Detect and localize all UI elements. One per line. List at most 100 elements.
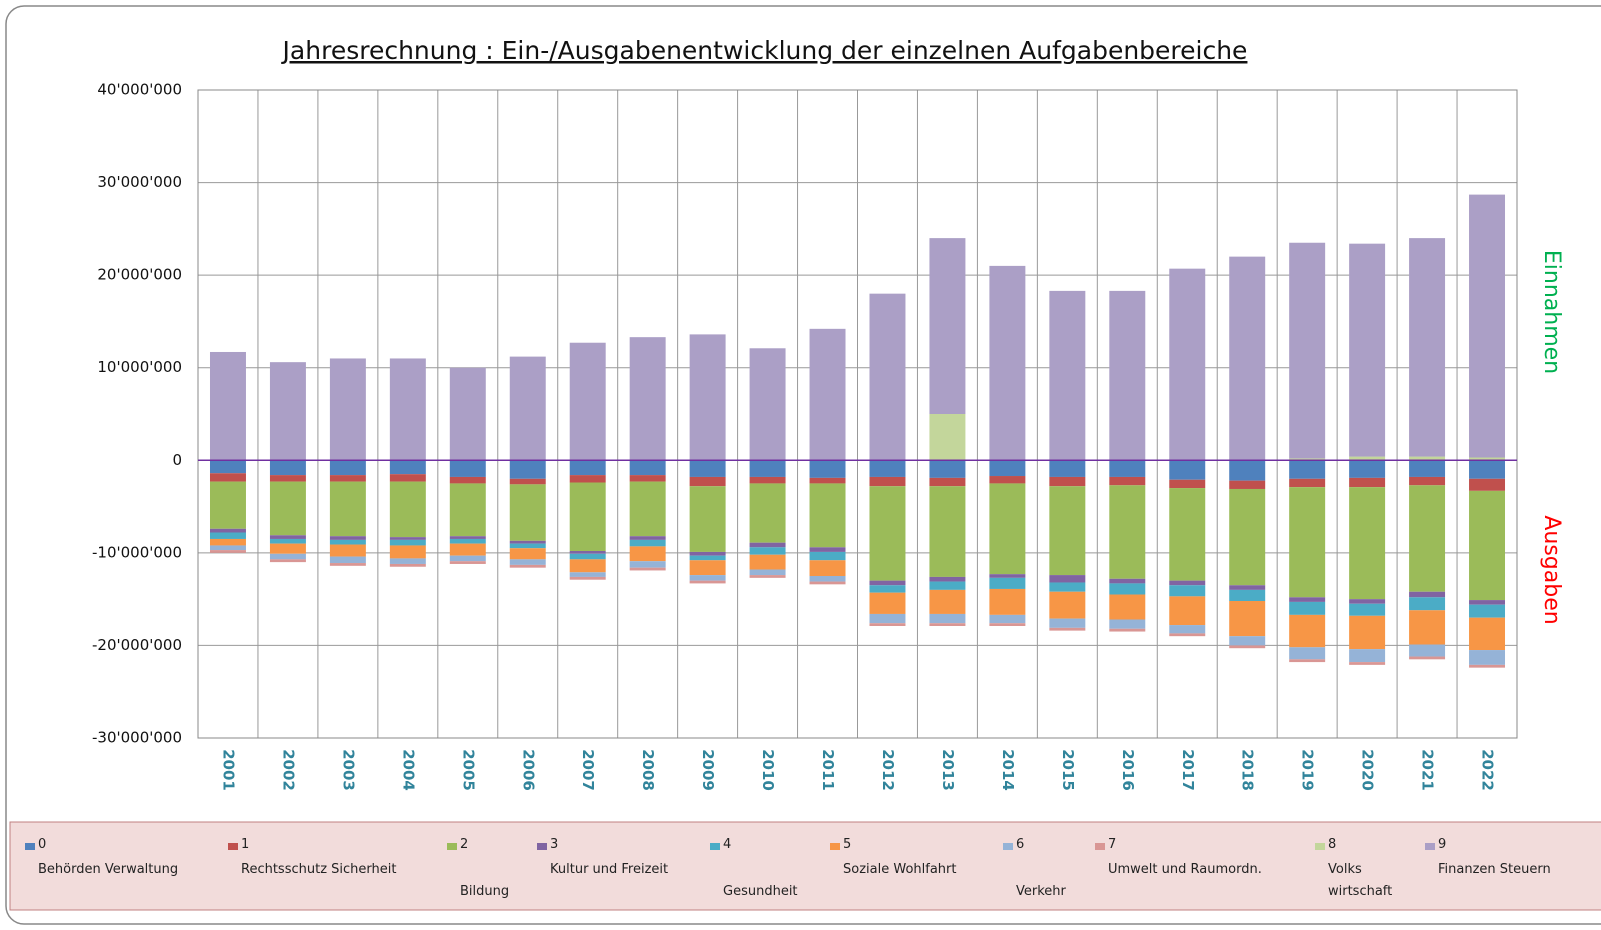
bar-segment <box>1289 659 1326 663</box>
bar-segment <box>989 265 1026 461</box>
bar-segment <box>1109 485 1146 579</box>
bar-segment <box>1169 585 1206 597</box>
bar-segment <box>1049 627 1086 631</box>
bar-segment <box>449 476 486 484</box>
y-tick-label: 30'000'000 <box>97 173 182 191</box>
x-tick-label: 2020 <box>1359 749 1377 791</box>
bar-segment <box>749 547 786 555</box>
legend-label: Behörden Verwaltung <box>38 862 179 877</box>
bar-segment <box>209 538 246 546</box>
legend-swatch <box>830 843 840 850</box>
bar-segment <box>749 569 786 576</box>
bar-segment <box>1049 476 1086 487</box>
bar-segment <box>569 551 606 554</box>
bar-segment <box>749 476 786 484</box>
bar-segment <box>809 581 846 585</box>
income-label: Einnahmen <box>1539 250 1564 374</box>
bar-segment <box>1049 591 1086 619</box>
bar-segment <box>1409 456 1446 461</box>
bar-segment <box>1049 575 1086 583</box>
bar-segment <box>1109 619 1146 629</box>
bar-segment <box>449 561 486 564</box>
bar-segment <box>1169 625 1206 634</box>
bar-segment <box>1109 460 1146 477</box>
bar-segment <box>1229 480 1266 489</box>
bar-segment <box>389 539 426 546</box>
bar-segment <box>1469 617 1506 651</box>
legend-label: Gesundheit <box>723 884 798 899</box>
bar-segment <box>1229 488 1266 586</box>
bar-segment <box>1109 594 1146 620</box>
legend-swatch <box>1095 843 1105 850</box>
bar-segment <box>269 460 306 476</box>
legend-swatch <box>1003 843 1013 850</box>
bar-segment <box>1289 242 1326 459</box>
bar-segment <box>629 567 666 571</box>
bar-segment <box>989 483 1026 575</box>
bar-segment <box>929 581 966 590</box>
bar-segment <box>929 589 966 614</box>
bar-segment <box>1289 487 1326 598</box>
bar-segment <box>1409 656 1446 660</box>
legend-swatch <box>1425 843 1435 850</box>
x-tick-label: 2021 <box>1419 749 1437 791</box>
bar-segment <box>1169 580 1206 586</box>
bar-segment <box>509 356 546 461</box>
bar-segment <box>509 540 546 544</box>
bar-segment <box>1349 649 1386 663</box>
bar-segment <box>1289 647 1326 660</box>
bar-segment <box>689 486 726 552</box>
x-tick-label: 2015 <box>1059 749 1077 791</box>
bar-segment <box>869 580 906 586</box>
legend-swatch <box>710 843 720 850</box>
bar-segment <box>1229 585 1266 590</box>
bar-segment <box>869 585 906 593</box>
bar-segment <box>989 577 1026 589</box>
bar-segment <box>1349 603 1386 616</box>
bar-segment <box>1409 591 1446 598</box>
bar-segment <box>1229 600 1266 637</box>
bar-segment <box>389 460 426 475</box>
bar-segment <box>929 613 966 624</box>
x-tick-label: 2005 <box>459 749 477 791</box>
bar-segment <box>869 623 906 626</box>
chart-frame <box>5 5 1601 925</box>
x-tick-label: 2007 <box>579 749 597 791</box>
bar-segment <box>1289 458 1326 461</box>
x-tick-label: 2017 <box>1179 749 1197 791</box>
legend-key: 2 <box>460 837 469 852</box>
bar-segment <box>209 351 246 461</box>
bar-segment <box>509 559 546 565</box>
bar-segment <box>629 536 666 540</box>
bar-segment <box>809 477 846 484</box>
bar-segment <box>1109 628 1146 632</box>
bar-segment <box>389 558 426 564</box>
bar-segment <box>1469 600 1506 605</box>
bar-segment <box>749 542 786 548</box>
bar-segment <box>1349 615 1386 650</box>
bar-segment <box>809 460 846 478</box>
bar-segment <box>629 337 666 461</box>
bar-segment <box>209 473 246 482</box>
bar-segment <box>1169 633 1206 637</box>
bar-segment <box>569 572 606 577</box>
bar-segment <box>1229 589 1266 601</box>
chart-title: Jahresrechnung : Ein-/Ausgabenentwicklun… <box>281 36 1248 65</box>
bar-segment <box>449 460 486 477</box>
bar-segment <box>929 486 966 577</box>
bar-segment <box>209 481 246 529</box>
x-tick-label: 2009 <box>699 749 717 791</box>
bar-segment <box>989 476 1026 484</box>
legend-label: Bildung <box>460 884 510 899</box>
bar-segment <box>629 561 666 568</box>
bar-segment <box>509 460 546 479</box>
bar-segment <box>869 476 906 487</box>
bar-segment <box>1109 578 1146 584</box>
bar-segment <box>269 543 306 554</box>
bar-segment <box>1049 486 1086 576</box>
bar-segment <box>629 481 666 537</box>
bar-segment <box>209 550 246 553</box>
bar-segment <box>1409 460 1446 477</box>
bar-segment <box>569 553 606 560</box>
